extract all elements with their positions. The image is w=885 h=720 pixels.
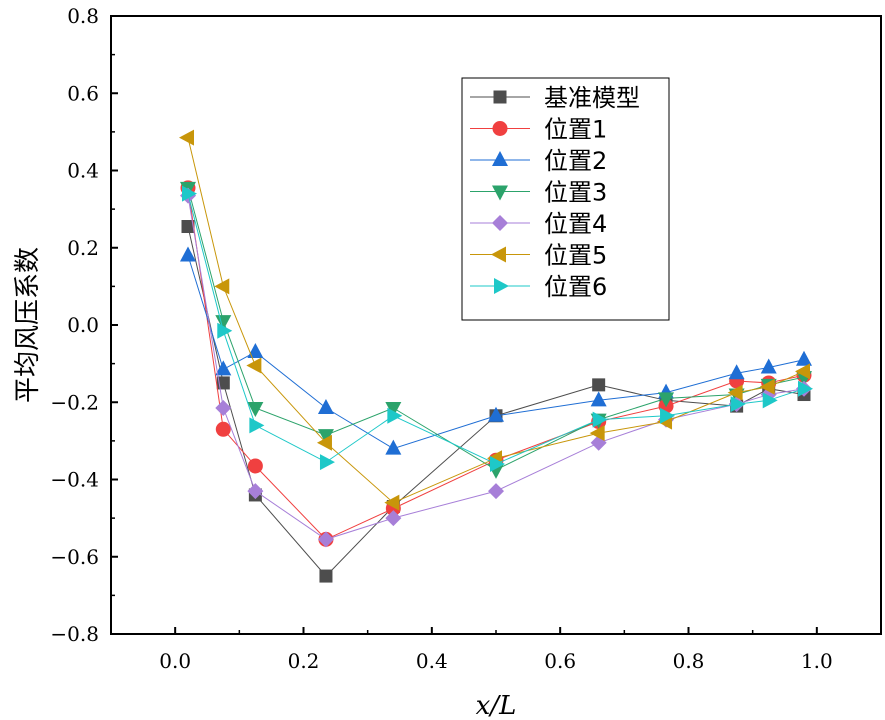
data-point [727, 384, 743, 401]
data-point [215, 315, 232, 331]
data-point [384, 494, 400, 511]
legend-marker [493, 90, 507, 104]
data-point [247, 402, 264, 418]
legend-entry: 位置1 [470, 116, 607, 144]
data-point [590, 391, 607, 407]
data-point [181, 220, 195, 234]
legend-entry: 位置4 [470, 210, 607, 238]
data-point [246, 357, 262, 374]
data-point [592, 411, 608, 428]
data-point [247, 458, 263, 474]
y-tick-label: 0.0 [67, 313, 99, 337]
data-point [760, 358, 777, 374]
y-tick-label: 0.4 [67, 159, 99, 183]
legend-entry: 位置2 [470, 147, 607, 175]
legend-entry: 位置5 [470, 242, 607, 270]
y-tick-label: −0.2 [50, 390, 99, 414]
y-tick-label: 0.6 [67, 81, 99, 105]
data-point [385, 510, 402, 527]
x-tick-label: 0.2 [288, 649, 320, 673]
data-point [798, 380, 813, 397]
data-point [488, 483, 504, 500]
series-7 [182, 185, 813, 473]
y-tick-label: 0.8 [67, 4, 99, 28]
y-tick-label: −0.4 [50, 468, 99, 492]
x-tick-label: 1.0 [801, 649, 833, 673]
legend-marker [492, 151, 508, 166]
data-point [592, 378, 606, 392]
y-axis-title: 平均风压系数 [13, 247, 43, 403]
data-point [759, 378, 775, 395]
x-axis-title: x/L [476, 691, 517, 720]
legend-label: 基准模型 [544, 84, 640, 112]
x-tick-label: 0.8 [673, 649, 705, 673]
data-point [660, 407, 676, 424]
x-tick-label: 0.6 [544, 649, 576, 673]
axes: 0.0 0.2 0.4 0.6 0.8 1.0 −0.8 −0.6 −0.4 −0.2 0.0 0.2… [50, 4, 882, 673]
legend-marker [494, 278, 509, 294]
data-point [319, 454, 335, 471]
data-point [490, 456, 505, 473]
data-point [249, 417, 265, 434]
data-point [247, 483, 264, 500]
data-point [796, 350, 812, 366]
data-point [215, 421, 231, 437]
x-tick-label: 0.0 [159, 649, 191, 673]
data-point [179, 129, 194, 146]
data-point [317, 399, 334, 415]
data-point [795, 363, 810, 380]
data-point [180, 246, 196, 262]
data-point [214, 278, 230, 295]
data-point [182, 185, 197, 202]
data-point [387, 407, 403, 424]
data-point [385, 402, 402, 418]
legend-label: 位置5 [544, 242, 607, 270]
legend-marker [492, 185, 508, 201]
legend-label: 位置3 [544, 179, 607, 207]
data-point [319, 569, 333, 583]
legend-entry: 位置6 [470, 273, 607, 301]
legend-entry: 位置3 [470, 179, 607, 207]
data-point [215, 400, 232, 417]
data-point [730, 396, 746, 413]
series-6 [179, 129, 810, 511]
data-point [762, 392, 778, 409]
y-tick-label: 0.2 [67, 236, 99, 260]
series-layer [179, 129, 813, 583]
data-point [215, 360, 232, 376]
legend-label: 位置2 [544, 147, 607, 175]
data-point [658, 392, 675, 408]
x-tick-label: 0.4 [416, 649, 448, 673]
y-tick-label: −0.6 [50, 545, 99, 569]
data-point [488, 406, 504, 422]
legend-label: 位置1 [544, 116, 607, 144]
data-point [317, 531, 334, 548]
legend-label: 位置6 [544, 273, 607, 301]
data-point [385, 439, 402, 455]
data-point [247, 343, 264, 359]
y-tick-label: −0.8 [50, 622, 99, 646]
data-point [728, 364, 745, 380]
legend-marker [492, 121, 508, 136]
data-point [317, 429, 334, 445]
legend-marker [492, 215, 508, 231]
legend-label: 位置4 [544, 210, 607, 238]
legend-marker [491, 246, 506, 263]
legend-entry: 基准模型 [470, 84, 640, 112]
data-point [217, 322, 233, 339]
data-point [589, 425, 605, 442]
data-point [316, 434, 332, 451]
